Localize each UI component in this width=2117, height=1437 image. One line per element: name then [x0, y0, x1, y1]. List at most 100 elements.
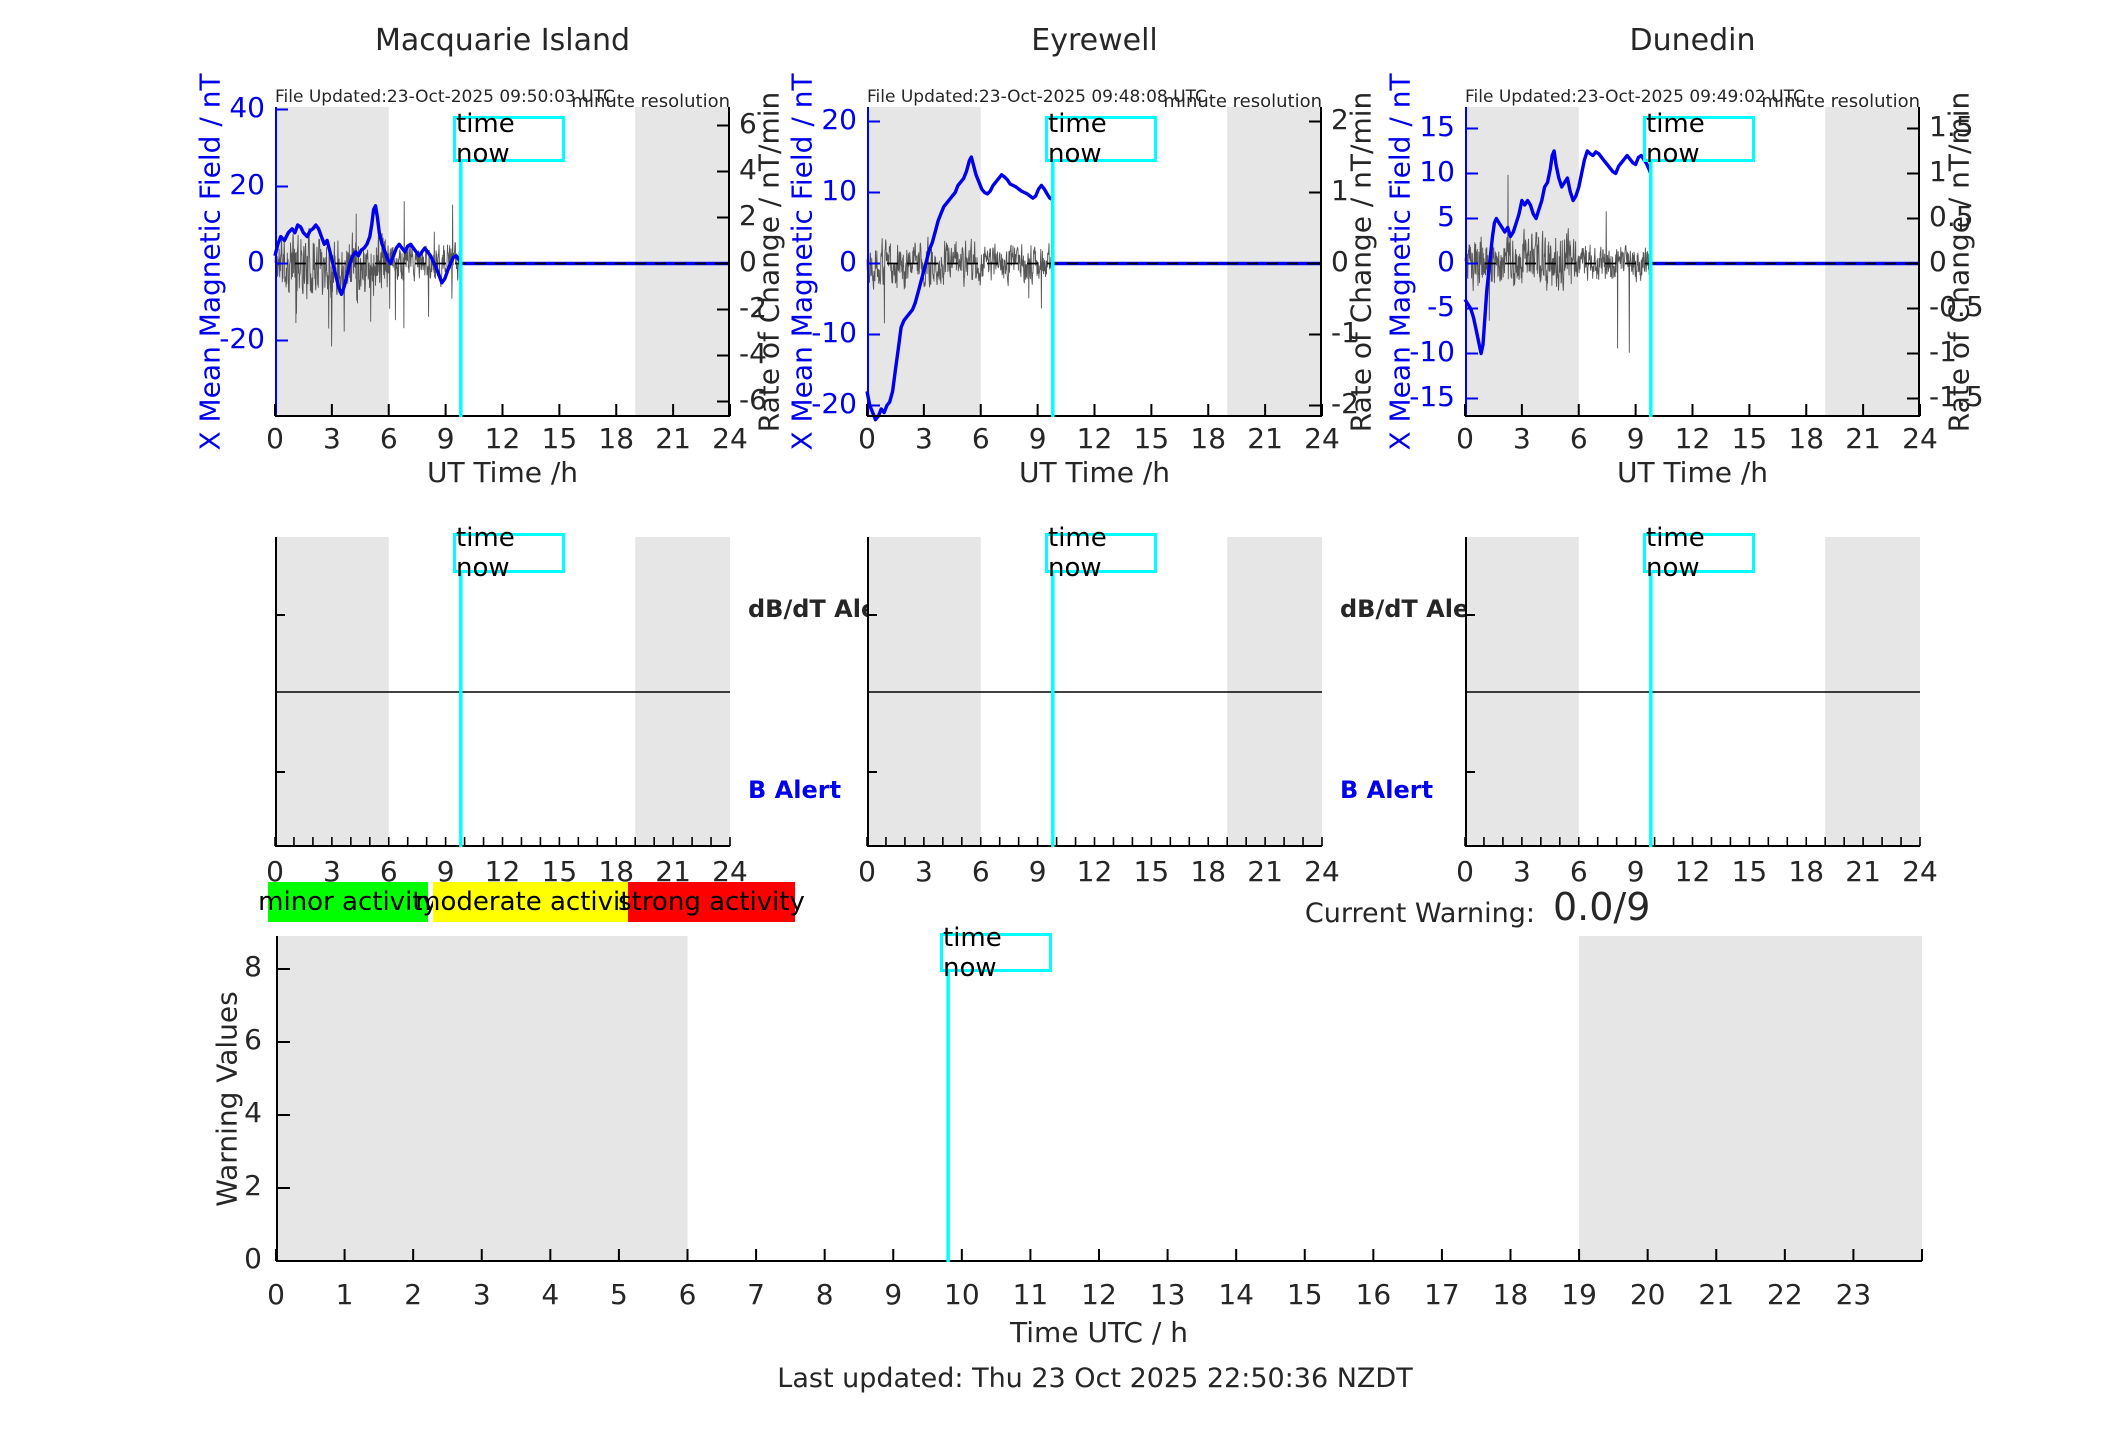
macquarie-island-field-series-line	[273, 204, 730, 296]
warning-x-tick: 10	[944, 1278, 980, 1311]
legend-moderate-activity-label: moderate activity	[415, 886, 646, 917]
alert-x-tick-macquarie-island: 24	[712, 855, 748, 888]
dunedin-field-series-line	[1463, 149, 1920, 356]
right-tick-macquarie-island: 4	[739, 152, 757, 186]
warning-x-tick: 6	[678, 1278, 697, 1311]
x-tick-macquarie-island: 18	[598, 422, 635, 455]
x-tick-dunedin: 24	[1902, 422, 1938, 455]
alert-x-tick-macquarie-island: 6	[379, 855, 398, 888]
alert-x-tick-dunedin: 9	[1626, 855, 1645, 888]
right-tick-dunedin: -1.5	[1929, 379, 1984, 413]
alert-x-tick-eyrewell: 3	[914, 855, 933, 888]
warning-x-tick: 9	[884, 1278, 903, 1311]
warning-x-tick: 12	[1081, 1278, 1117, 1311]
alert-x-tick-dunedin: 6	[1569, 855, 1588, 888]
eyrewell-field-chart	[865, 107, 1323, 422]
right-tick-eyrewell: 0	[1331, 244, 1349, 278]
minute-resolution-macquarie-island: minute resolution	[571, 91, 730, 112]
warning-x-tick: 16	[1355, 1278, 1392, 1311]
alert-x-tick-macquarie-island: 15	[541, 855, 578, 888]
legend-moderate-activity: moderate activity	[415, 882, 646, 922]
alert-time-now-box-eyrewell: time now	[1045, 523, 1157, 583]
warning-x-tick: 5	[609, 1278, 628, 1311]
warning-x-tick: 20	[1629, 1278, 1666, 1311]
alert-x-tick-eyrewell: 15	[1133, 855, 1170, 888]
alert-x-tick-eyrewell: 12	[1076, 855, 1113, 888]
x-axis-label-dunedin: UT Time /h	[1616, 456, 1769, 489]
x-tick-eyrewell: 15	[1133, 422, 1170, 455]
eyrewell-field-series-line	[865, 155, 1322, 422]
b-alert-label-macquarie-island: B Alert	[748, 776, 842, 804]
x-tick-macquarie-island: 0	[266, 422, 284, 455]
left-tick-dunedin: -15	[1409, 379, 1455, 413]
left-tick-dunedin: -5	[1427, 289, 1455, 323]
x-tick-macquarie-island: 9	[436, 422, 455, 455]
alert-x-tick-macquarie-island: 9	[436, 855, 455, 888]
right-tick-dunedin: 0.5	[1929, 199, 1974, 233]
station-title-macquarie-island: Macquarie Island	[374, 23, 631, 58]
x-tick-eyrewell: 12	[1076, 422, 1113, 455]
warning-x-tick: 17	[1424, 1278, 1460, 1311]
x-axis-label-macquarie-island: UT Time /h	[426, 456, 579, 489]
left-tick-dunedin: 5	[1437, 199, 1455, 233]
left-tick-eyrewell: -10	[811, 315, 857, 349]
x-tick-dunedin: 9	[1626, 422, 1645, 455]
current-warning-label: Current Warning:	[1304, 898, 1535, 929]
alert-time-now-box-macquarie-island: time now	[453, 523, 565, 583]
macquarie-island-alert-chart	[274, 537, 731, 847]
alert-x-tick-eyrewell: 6	[971, 855, 990, 888]
alert-x-tick-macquarie-island: 0	[266, 855, 284, 888]
current-warning-value: 0.0/9	[1553, 885, 1651, 929]
dunedin-rate-noise-line	[1464, 174, 1652, 353]
alert-x-tick-eyrewell: 21	[1247, 855, 1283, 888]
right-tick-macquarie-island: -2	[739, 290, 767, 324]
macquarie-island-rate-noise-line	[274, 201, 462, 347]
x-tick-eyrewell: 0	[858, 422, 876, 455]
right-tick-eyrewell: -1	[1331, 315, 1359, 349]
time-now-box-label: time now	[1646, 109, 1705, 169]
x-tick-dunedin: 15	[1731, 422, 1768, 455]
left-axis-label-macquarie-island: X Mean Magnetic Field / nT	[193, 73, 227, 451]
warning-x-tick: 21	[1698, 1278, 1735, 1311]
x-tick-macquarie-island: 3	[322, 422, 341, 455]
alert-x-tick-dunedin: 15	[1731, 855, 1768, 888]
right-tick-dunedin: 0	[1929, 244, 1947, 278]
legend-strong-activity: strong activity	[618, 882, 805, 922]
time-now-box-label: time now	[456, 109, 515, 169]
x-tick-eyrewell: 24	[1304, 422, 1340, 455]
warning-x-tick: 2	[404, 1278, 423, 1311]
x-tick-macquarie-island: 24	[712, 422, 748, 455]
warning-x-tick: 11	[1012, 1278, 1049, 1311]
x-tick-dunedin: 6	[1569, 422, 1588, 455]
x-tick-eyrewell: 21	[1247, 422, 1283, 455]
warning-y-tick: 8	[244, 950, 262, 983]
time-now-box-dunedin: time now	[1643, 109, 1755, 169]
right-tick-dunedin: -1	[1929, 334, 1957, 368]
warning-x-tick: 3	[472, 1278, 491, 1311]
left-tick-macquarie-island: 40	[229, 90, 265, 124]
x-axis-label-eyrewell: UT Time /h	[1018, 456, 1171, 489]
left-tick-dunedin: -10	[1409, 334, 1455, 368]
left-tick-eyrewell: -20	[811, 386, 857, 420]
time-now-box-eyrewell: time now	[1045, 109, 1157, 169]
warning-x-tick: 13	[1149, 1278, 1186, 1311]
alert-x-tick-eyrewell: 0	[858, 855, 876, 888]
warning-x-tick: 15	[1286, 1278, 1323, 1311]
left-tick-dunedin: 15	[1419, 109, 1455, 143]
alert-x-tick-dunedin: 3	[1512, 855, 1531, 888]
alert-x-tick-dunedin: 21	[1845, 855, 1881, 888]
warning-y-tick: 0	[244, 1242, 262, 1275]
x-tick-macquarie-island: 21	[655, 422, 691, 455]
right-axis-label-eyrewell: Rate of Change / nT/min	[1344, 91, 1378, 433]
x-tick-eyrewell: 3	[914, 422, 933, 455]
right-tick-macquarie-island: 0	[739, 244, 757, 278]
x-tick-dunedin: 12	[1674, 422, 1711, 455]
macquarie-island-field-chart	[273, 107, 731, 417]
left-tick-macquarie-island: -20	[219, 321, 265, 355]
warning-y-tick: 4	[244, 1096, 262, 1129]
warning-time-now-box: time now	[940, 923, 1052, 983]
last-updated-text: Last updated: Thu 23 Oct 2025 22:50:36 N…	[777, 1363, 1413, 1394]
right-tick-dunedin: 1	[1929, 154, 1947, 188]
right-tick-macquarie-island: -4	[739, 336, 767, 370]
left-tick-dunedin: 10	[1419, 154, 1455, 188]
